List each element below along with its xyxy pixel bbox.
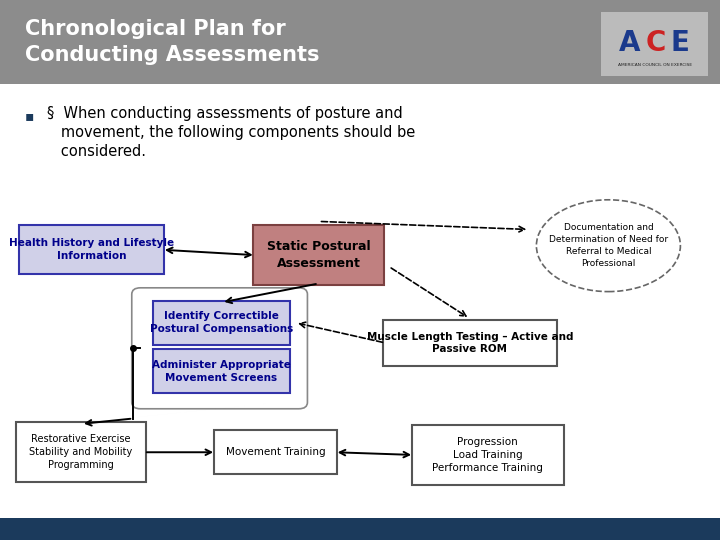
FancyBboxPatch shape	[253, 225, 384, 285]
Text: Movement Training: Movement Training	[225, 447, 325, 457]
FancyBboxPatch shape	[601, 12, 708, 76]
FancyBboxPatch shape	[0, 518, 720, 540]
Text: A: A	[619, 29, 641, 57]
FancyBboxPatch shape	[153, 349, 290, 393]
Text: movement, the following components should be: movement, the following components shoul…	[47, 125, 415, 140]
FancyBboxPatch shape	[383, 320, 557, 366]
Text: E: E	[671, 29, 690, 57]
Text: Documentation and
Determination of Need for
Referral to Medical
Professional: Documentation and Determination of Need …	[549, 224, 668, 268]
Text: considered.: considered.	[47, 144, 145, 159]
Text: Identify Correctible
Postural Compensations: Identify Correctible Postural Compensati…	[150, 311, 293, 334]
Text: Health History and Lifestyle
Information: Health History and Lifestyle Information	[9, 238, 174, 261]
Text: ▪: ▪	[25, 109, 35, 123]
FancyBboxPatch shape	[19, 225, 164, 274]
Text: Muscle Length Testing – Active and
Passive ROM: Muscle Length Testing – Active and Passi…	[366, 332, 573, 354]
Text: AMERICAN COUNCIL ON EXERCISE: AMERICAN COUNCIL ON EXERCISE	[618, 63, 692, 68]
Text: Progression
Load Training
Performance Training: Progression Load Training Performance Tr…	[433, 437, 543, 472]
Text: §  When conducting assessments of posture and: § When conducting assessments of posture…	[47, 106, 402, 121]
Text: Static Postural
Assessment: Static Postural Assessment	[267, 240, 370, 270]
FancyBboxPatch shape	[0, 0, 720, 84]
Text: Administer Appropriate
Movement Screens: Administer Appropriate Movement Screens	[152, 360, 291, 383]
Text: C: C	[646, 29, 666, 57]
Text: Chronological Plan for
Conducting Assessments: Chronological Plan for Conducting Assess…	[25, 19, 320, 65]
FancyBboxPatch shape	[412, 425, 564, 485]
Ellipse shape	[536, 200, 680, 292]
FancyBboxPatch shape	[214, 430, 337, 474]
FancyBboxPatch shape	[16, 422, 146, 482]
Text: Restorative Exercise
Stability and Mobility
Programming: Restorative Exercise Stability and Mobil…	[30, 435, 132, 470]
FancyBboxPatch shape	[153, 301, 290, 345]
